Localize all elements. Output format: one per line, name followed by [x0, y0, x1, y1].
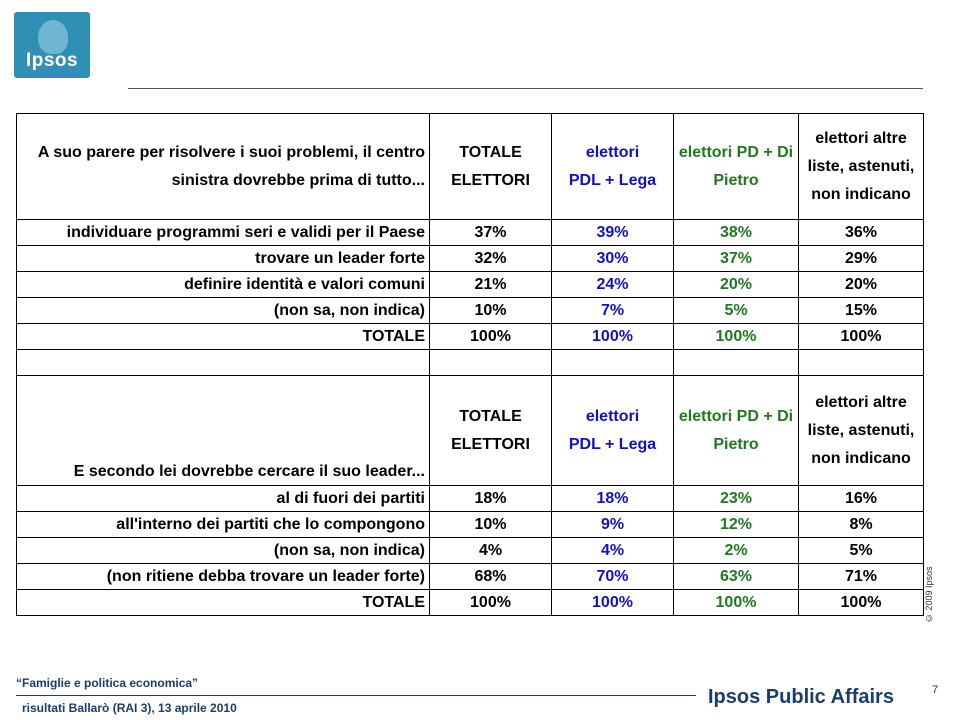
table-row-total: TOTALE 100% 100% 100% 100%: [16, 323, 924, 350]
value-altre: 16%: [798, 485, 924, 512]
header-divider: [128, 88, 923, 89]
value-pd: 38%: [673, 219, 799, 246]
value-pd: 5%: [673, 297, 799, 324]
q2-header-altre: elettori altre liste, astenuti, non indica…: [798, 375, 924, 486]
value-pdl: 39%: [551, 219, 674, 246]
table-row: trovare un leader forte 32% 30% 37% 29%: [16, 245, 924, 272]
value-pd: 100%: [673, 589, 799, 616]
value-totale: 100%: [429, 589, 552, 616]
table-row-total: TOTALE 100% 100% 100% 100%: [16, 589, 924, 616]
row-label: definire identità e valori comuni: [16, 271, 430, 298]
value-pd: 63%: [673, 563, 799, 590]
spacer-row: [16, 349, 924, 376]
q1-header-pd: elettori PD + Di Pietro: [673, 113, 799, 220]
row-label: TOTALE: [16, 589, 430, 616]
value-totale: 32%: [429, 245, 552, 272]
value-altre: 29%: [798, 245, 924, 272]
value-pd: 20%: [673, 271, 799, 298]
value-pdl: 100%: [551, 589, 674, 616]
row-label: al di fuori dei partiti: [16, 485, 430, 512]
value-altre: 8%: [798, 511, 924, 538]
value-altre: 100%: [798, 589, 924, 616]
value-altre: 100%: [798, 323, 924, 350]
row-label: (non ritiene debba trovare un leader for…: [16, 563, 430, 590]
value-totale: 10%: [429, 511, 552, 538]
table-row: all'interno dei partiti che lo compongon…: [16, 511, 924, 538]
q1-header-altre: elettori altre liste, astenuti, non indica…: [798, 113, 924, 220]
value-altre: 71%: [798, 563, 924, 590]
table-row: individuare programmi seri e validi per …: [16, 219, 924, 246]
value-pdl: 9%: [551, 511, 674, 538]
q2-header-row: E secondo lei dovrebbe cercare il suo le…: [16, 375, 924, 486]
value-pdl: 4%: [551, 537, 674, 564]
ipsos-logo: Ipsos: [14, 12, 90, 78]
value-altre: 20%: [798, 271, 924, 298]
table-row: (non sa, non indica) 4% 4% 2% 5%: [16, 537, 924, 564]
value-pd: 2%: [673, 537, 799, 564]
value-pd: 100%: [673, 323, 799, 350]
page-number: 7: [932, 684, 939, 696]
q1-question: A suo parere per risolvere i suoi proble…: [16, 113, 430, 220]
footer-divider: [16, 695, 696, 696]
footer-title: “Famiglie e politica economica”: [16, 676, 199, 690]
value-pdl: 7%: [551, 297, 674, 324]
footer-subtitle: risultati Ballarò (RAI 3), 13 aprile 201…: [22, 701, 237, 715]
table-row: definire identità e valori comuni 21% 24…: [16, 271, 924, 298]
table-row: al di fuori dei partiti 18% 18% 23% 16%: [16, 485, 924, 512]
q2-header-pdl: elettori PDL + Lega: [551, 375, 674, 486]
value-pdl: 18%: [551, 485, 674, 512]
table-row: (non sa, non indica) 10% 7% 5% 15%: [16, 297, 924, 324]
value-totale: 18%: [429, 485, 552, 512]
value-totale: 21%: [429, 271, 552, 298]
row-label: TOTALE: [16, 323, 430, 350]
logo-text: Ipsos: [25, 50, 79, 71]
q1-header-totale: TOTALE ELETTORI: [429, 113, 552, 220]
value-pdl: 100%: [551, 323, 674, 350]
value-pd: 12%: [673, 511, 799, 538]
table-row: (non ritiene debba trovare un leader for…: [16, 563, 924, 590]
value-pdl: 30%: [551, 245, 674, 272]
value-totale: 4%: [429, 537, 552, 564]
brand-name: Ipsos Public Affairs: [708, 686, 894, 708]
value-altre: 36%: [798, 219, 924, 246]
row-label: individuare programmi seri e validi per …: [16, 219, 430, 246]
value-pdl: 70%: [551, 563, 674, 590]
value-totale: 100%: [429, 323, 552, 350]
row-label: all'interno dei partiti che lo compongon…: [16, 511, 430, 538]
value-totale: 10%: [429, 297, 552, 324]
value-totale: 68%: [429, 563, 552, 590]
q1-header-row: A suo parere per risolvere i suoi proble…: [16, 113, 924, 220]
row-label: (non sa, non indica): [16, 297, 430, 324]
q2-question: E secondo lei dovrebbe cercare il suo le…: [16, 375, 430, 486]
value-altre: 5%: [798, 537, 924, 564]
value-pdl: 24%: [551, 271, 674, 298]
logo-head-icon: [38, 20, 68, 54]
copyright-notice: © 2009 Ipsos: [924, 566, 934, 623]
row-label: trovare un leader forte: [16, 245, 430, 272]
value-pd: 37%: [673, 245, 799, 272]
value-altre: 15%: [798, 297, 924, 324]
value-pd: 23%: [673, 485, 799, 512]
q1-header-pdl: elettori PDL + Lega: [551, 113, 674, 220]
q2-header-totale: TOTALE ELETTORI: [429, 375, 552, 486]
q2-header-pd: elettori PD + Di Pietro: [673, 375, 799, 486]
survey-table: A suo parere per risolvere i suoi proble…: [16, 113, 924, 616]
value-totale: 37%: [429, 219, 552, 246]
row-label: (non sa, non indica): [16, 537, 430, 564]
